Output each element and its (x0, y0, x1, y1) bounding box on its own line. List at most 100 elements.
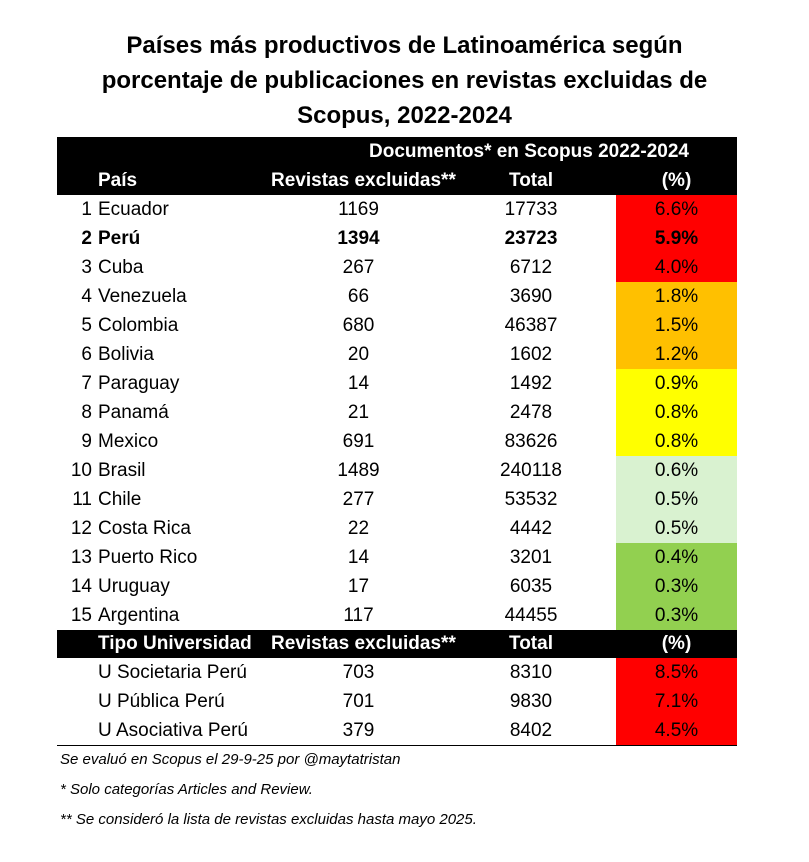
title-line-2: porcentaje de publicaciones en revistas … (101, 67, 708, 94)
rank-cell: 15 (70, 605, 92, 626)
blank-cell (57, 687, 98, 716)
excluded-cell: 680 (342, 315, 375, 336)
rank-cell: 10 (70, 460, 92, 481)
rank-cell: 4 (81, 286, 92, 307)
total-cell: 9830 (509, 691, 553, 712)
pct-cell: 0.6% (616, 456, 738, 485)
excluded-cell: 703 (342, 662, 375, 683)
total-cell: 1492 (509, 373, 553, 394)
total-cell: 3690 (509, 286, 553, 307)
col-type-header: Tipo Universidad (98, 630, 271, 658)
rank-cell: 12 (70, 518, 92, 539)
total-cell: 6712 (509, 257, 553, 278)
table-row: 7 Paraguay 14 1492 0.9% (57, 369, 738, 398)
footnote-2: ** Se consideró la lista de revistas exc… (60, 811, 477, 828)
table-row: 15 Argentina 117 44455 0.3% (57, 601, 738, 630)
header-row: País Revistas excluidas** Total (%) (57, 167, 738, 195)
title-line-1: Países más productivos de Latinoamérica … (126, 32, 683, 59)
pct-cell: 4.5% (616, 716, 738, 746)
excluded-cell: 17 (347, 576, 370, 597)
rank-cell: 7 (81, 373, 92, 394)
rank-cell: 8 (81, 402, 92, 423)
total-cell: 46387 (504, 315, 558, 336)
blank-cell (57, 716, 98, 746)
table-row: 10 Brasil 1489 240118 0.6% (57, 456, 738, 485)
excluded-cell: 22 (347, 518, 370, 539)
table-row: 9 Mexico 691 83626 0.8% (57, 427, 738, 456)
table-row: 11 Chile 277 53532 0.5% (57, 485, 738, 514)
pct-cell: 1.5% (616, 311, 738, 340)
table-row: 2 Perú 1394 23723 5.9% (57, 224, 738, 253)
rank-cell: 3 (81, 257, 92, 278)
pct-cell: 0.5% (616, 485, 738, 514)
university-cell: U Societaria Perú (98, 662, 247, 683)
country-cell: Puerto Rico (98, 547, 198, 568)
col-pct-header: (%) (616, 167, 738, 195)
col-excluded-header-2: Revistas excluidas** (271, 630, 456, 658)
blank-cell (57, 658, 98, 687)
data-table: Documentos* en Scopus 2022-2024 País Rev… (57, 137, 738, 746)
pct-cell: 0.3% (616, 572, 738, 601)
excluded-cell: 1489 (337, 460, 380, 481)
pct-cell: 6.6% (616, 195, 738, 224)
table-row: 3 Cuba 267 6712 4.0% (57, 253, 738, 282)
title-line-3: Scopus, 2022-2024 (297, 102, 512, 129)
footnote-1: * Solo categorías Articles and Review. (60, 781, 313, 798)
rank-cell: 11 (72, 489, 92, 510)
excluded-cell: 379 (342, 720, 375, 741)
total-cell: 3201 (509, 547, 553, 568)
pct-cell: 0.5% (616, 514, 738, 543)
total-cell: 8402 (509, 720, 553, 741)
header-group-row: Documentos* en Scopus 2022-2024 (57, 137, 738, 167)
pct-cell: 1.8% (616, 282, 738, 311)
total-cell: 240118 (500, 460, 562, 481)
table-row: U Pública Perú 701 9830 7.1% (57, 687, 738, 716)
table-row: 8 Panamá 21 2478 0.8% (57, 398, 738, 427)
excluded-cell: 14 (347, 373, 370, 394)
university-cell: U Asociativa Perú (98, 720, 248, 741)
pct-cell: 0.8% (616, 427, 738, 456)
pct-cell: 7.1% (616, 687, 738, 716)
country-cell: Paraguay (98, 373, 180, 394)
country-cell: Panamá (98, 402, 169, 423)
pct-cell: 0.9% (616, 369, 738, 398)
table-row: 4 Venezuela 66 3690 1.8% (57, 282, 738, 311)
country-cell: Argentina (98, 605, 180, 626)
total-cell: 2478 (509, 402, 553, 423)
total-cell: 83626 (504, 431, 558, 452)
total-cell: 8310 (509, 662, 553, 683)
col-pct-header-2: (%) (616, 630, 738, 658)
pct-cell: 0.4% (616, 543, 738, 572)
excluded-cell: 277 (342, 489, 375, 510)
rank-cell: 6 (81, 344, 92, 365)
country-cell: Cuba (98, 257, 144, 278)
university-rows: U Societaria Perú 703 8310 8.5% U Pública Pe… (57, 658, 738, 746)
total-cell: 23723 (504, 228, 558, 249)
excluded-cell: 66 (347, 286, 370, 307)
table-row: 12 Costa Rica 22 4442 0.5% (57, 514, 738, 543)
total-cell: 6035 (509, 576, 553, 597)
pct-cell: 5.9% (616, 224, 738, 253)
country-cell: Chile (98, 489, 142, 510)
rank-cell: 1 (81, 199, 92, 220)
col-total-header: Total (446, 167, 616, 195)
pct-cell: 1.2% (616, 340, 738, 369)
country-cell: Perú (98, 228, 141, 249)
rank-cell: 13 (70, 547, 92, 568)
rank-cell: 14 (70, 576, 92, 597)
header-row-2: Tipo Universidad Revistas excluidas** To… (57, 630, 738, 658)
total-cell: 17733 (504, 199, 558, 220)
excluded-cell: 21 (347, 402, 370, 423)
total-cell: 44455 (504, 605, 558, 626)
excluded-cell: 20 (347, 344, 370, 365)
excluded-cell: 691 (342, 431, 375, 452)
pct-cell: 8.5% (616, 658, 738, 687)
footnote-source: Se evaluó en Scopus el 29-9-25 por @mayt… (60, 751, 401, 768)
excluded-cell: 14 (347, 547, 370, 568)
university-cell: U Pública Perú (98, 691, 225, 712)
total-cell: 4442 (509, 518, 553, 539)
total-cell: 53532 (504, 489, 558, 510)
country-cell: Venezuela (98, 286, 187, 307)
pct-cell: 0.8% (616, 398, 738, 427)
country-cell: Bolivia (98, 344, 154, 365)
